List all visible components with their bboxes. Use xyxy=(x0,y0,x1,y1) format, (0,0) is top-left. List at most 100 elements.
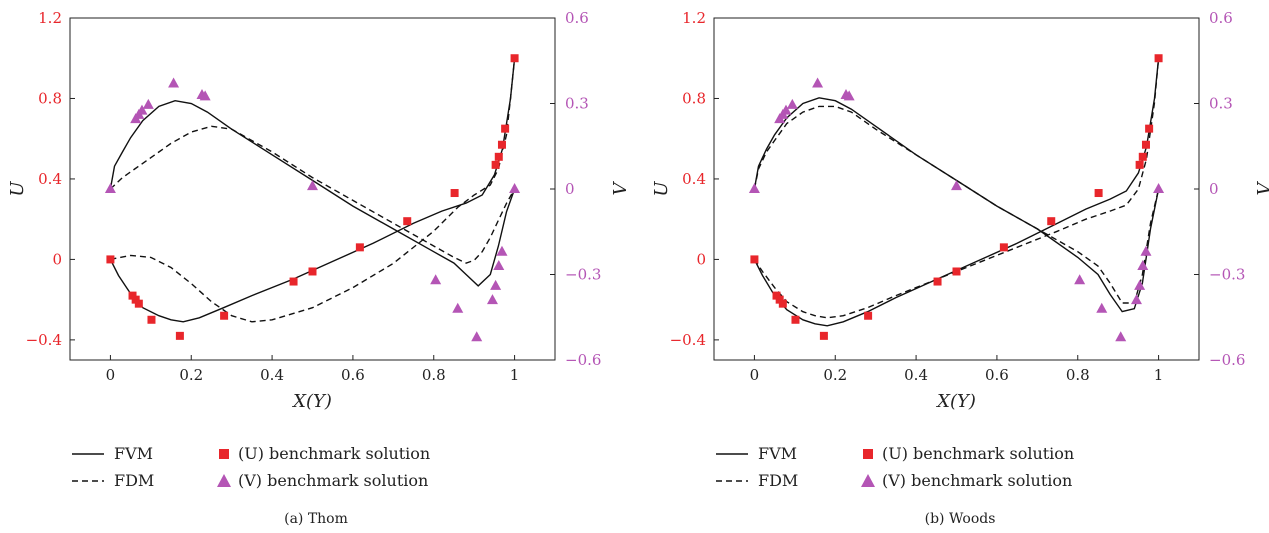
y-left-tick-label: 0 xyxy=(52,250,62,268)
u-benchmark-point xyxy=(819,331,828,340)
v-benchmark-point xyxy=(1153,183,1165,193)
x-axis-title: X(Y) xyxy=(935,391,976,412)
u-benchmark-point xyxy=(147,315,156,324)
v-benchmark-point xyxy=(307,180,318,191)
u-benchmark-point xyxy=(403,217,412,226)
y-left-tick-label: 0.4 xyxy=(682,170,706,188)
legend-v-swatch xyxy=(217,474,231,487)
v-benchmark-point xyxy=(490,279,502,290)
legend-u-label: (U) benchmark solution xyxy=(882,444,1074,463)
u-benchmark-point xyxy=(1145,124,1154,133)
fdm-line-right xyxy=(753,105,1160,304)
v-benchmark-point xyxy=(430,274,442,285)
u-benchmark-point xyxy=(791,315,800,324)
u-benchmark-point xyxy=(952,267,961,276)
u-benchmark-point xyxy=(175,331,184,340)
u-benchmark-point xyxy=(220,311,229,320)
x-tick-label: 0.2 xyxy=(823,366,847,384)
panel-caption: (a) Thom xyxy=(284,511,348,527)
y-left-tick-label: 1.2 xyxy=(682,9,706,27)
u-benchmark-point xyxy=(289,277,298,286)
x-tick-label: 0.4 xyxy=(260,366,284,384)
y-left-tick-label: 1.2 xyxy=(38,9,62,27)
y-left-axis-title: U xyxy=(651,181,672,197)
u-benchmark-point xyxy=(775,295,784,304)
y-right-tick-label: 0 xyxy=(565,180,575,198)
y-right-tick-label: 0.3 xyxy=(565,95,589,113)
u-benchmark-point xyxy=(497,140,506,149)
u-benchmark-point xyxy=(355,243,364,252)
legend-v-label: (V) benchmark solution xyxy=(882,471,1072,490)
y-right-tick-label: 0 xyxy=(1209,180,1219,198)
v-benchmark-point xyxy=(496,245,508,256)
v-benchmark-point xyxy=(142,98,154,109)
x-tick-label: 1 xyxy=(1154,366,1164,384)
y-right-axis-title: V xyxy=(610,181,631,196)
legend-fdm-label: FDM xyxy=(114,471,154,490)
y-right-axis-title: V xyxy=(1254,181,1269,196)
x-tick-label: 0 xyxy=(750,366,760,384)
v-benchmark-point xyxy=(1074,274,1086,285)
y-right-tick-label: −0.3 xyxy=(1209,266,1245,284)
v-benchmark-point xyxy=(780,104,792,115)
v-benchmark-point xyxy=(1140,245,1152,256)
v-benchmark-point xyxy=(1115,331,1127,342)
v-benchmark-point xyxy=(168,77,180,88)
u-benchmark-point xyxy=(106,255,115,264)
legend-v-label: (V) benchmark solution xyxy=(238,471,428,490)
v-benchmark-point xyxy=(1137,259,1149,270)
u-benchmark-point xyxy=(494,152,503,161)
chart-panel-woods: 0 0.2 0.4 0.6 0.8 1 −0.4 0 0.4 0.8 1.2 −0.6 −0.3 0 0.3… xyxy=(651,9,1269,527)
legend-fvm-label: FVM xyxy=(114,444,153,463)
u-benchmark-point xyxy=(131,295,140,304)
x-tick-label: 0 xyxy=(106,366,116,384)
legend-u-swatch xyxy=(863,449,873,459)
u-benchmark-point xyxy=(134,299,143,308)
y-left-axis-title: U xyxy=(7,181,28,197)
u-benchmark-point xyxy=(1135,160,1144,169)
x-tick-label: 0.2 xyxy=(179,366,203,384)
y-left-tick-label: 0.8 xyxy=(38,89,62,107)
x-tick-label: 1 xyxy=(510,366,520,384)
u-benchmark-point xyxy=(491,160,500,169)
u-benchmark-point xyxy=(1094,189,1103,198)
v-benchmark-point xyxy=(493,259,505,270)
v-benchmark-point xyxy=(843,90,855,101)
v-benchmark-point xyxy=(199,90,211,101)
x-tick-label: 0.8 xyxy=(1066,366,1090,384)
v-benchmark-point xyxy=(509,183,521,193)
y-right-tick-label: 0.3 xyxy=(1209,95,1233,113)
v-benchmark-point xyxy=(1134,279,1146,290)
panel-caption: (b) Woods xyxy=(925,511,996,527)
legend-fdm-label: FDM xyxy=(758,471,798,490)
v-benchmark-point xyxy=(471,331,483,342)
u-benchmark-point xyxy=(999,243,1008,252)
y-right-tick-label: −0.6 xyxy=(1209,351,1245,369)
y-right-tick-label: 0.6 xyxy=(1209,9,1233,27)
u-benchmark-point xyxy=(450,189,459,198)
v-benchmark-point xyxy=(486,294,498,305)
y-left-tick-label: 0.4 xyxy=(38,170,62,188)
u-benchmark-point xyxy=(308,267,317,276)
u-benchmark-point xyxy=(933,277,942,286)
y-left-tick-label: 0 xyxy=(696,250,706,268)
v-benchmark-point xyxy=(136,104,148,115)
v-benchmark-point xyxy=(1096,302,1108,313)
u-benchmark-point xyxy=(1047,217,1056,226)
u-benchmark-point xyxy=(510,54,519,63)
v-benchmark-point xyxy=(812,77,824,88)
u-benchmark-point xyxy=(864,311,873,320)
x-tick-label: 0.8 xyxy=(422,366,446,384)
v-benchmark-point xyxy=(748,183,760,193)
y-left-tick-label: −0.4 xyxy=(670,331,706,349)
u-benchmark-point xyxy=(1141,140,1150,149)
u-benchmark-point xyxy=(1138,152,1147,161)
legend-u-swatch xyxy=(219,449,229,459)
y-right-tick-label: −0.3 xyxy=(565,266,601,284)
y-left-tick-label: 0.8 xyxy=(682,89,706,107)
y-right-tick-label: −0.6 xyxy=(565,351,601,369)
v-benchmark-point xyxy=(452,302,464,313)
fdm-line-right xyxy=(109,125,516,264)
legend-v-swatch xyxy=(861,474,875,487)
